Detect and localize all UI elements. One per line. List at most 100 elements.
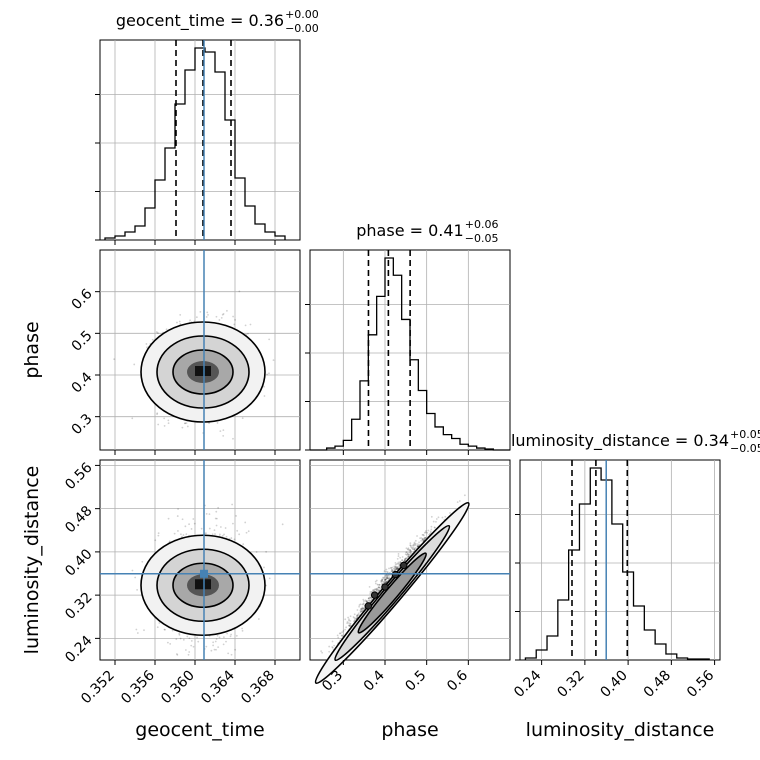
scatter-point xyxy=(113,358,116,361)
scatter-point xyxy=(361,608,364,610)
scatter-point xyxy=(407,553,410,556)
scatter-point xyxy=(196,636,198,639)
scatter-point xyxy=(141,560,144,563)
density-peak-block xyxy=(195,366,211,376)
scatter-point xyxy=(406,556,409,559)
scatter-point xyxy=(353,616,356,619)
scatter-point xyxy=(221,534,224,537)
panel-frame xyxy=(99,39,301,241)
scatter-point xyxy=(349,625,352,627)
scatter-point xyxy=(157,332,159,334)
scatter-point xyxy=(263,385,265,388)
scatter-point xyxy=(184,649,187,651)
scatter-point xyxy=(143,629,145,632)
y-tick-label: 0.5 xyxy=(69,328,96,355)
scatter-point xyxy=(378,583,381,586)
scatter-point xyxy=(223,533,225,536)
scatter-point xyxy=(409,552,412,555)
scatter-point xyxy=(424,530,427,532)
scatter-point xyxy=(376,589,378,592)
scatter-point xyxy=(176,515,179,517)
scatter-point xyxy=(391,566,394,569)
scatter-point xyxy=(352,616,355,618)
scatter-point xyxy=(414,546,417,549)
scatter-point xyxy=(421,538,424,541)
scatter-point xyxy=(423,538,426,540)
scatter-point xyxy=(404,559,407,561)
scatter-point xyxy=(166,641,169,644)
scatter-point xyxy=(374,582,377,585)
scatter-point xyxy=(404,553,407,556)
scatter-point xyxy=(225,309,228,312)
x-tick-label: 0.24 xyxy=(511,667,544,700)
scatter-point xyxy=(410,551,412,553)
title-lower-error: −0.00 xyxy=(285,22,319,35)
scatter-point xyxy=(423,537,426,539)
scatter-point xyxy=(368,585,371,588)
scatter-point xyxy=(182,534,185,536)
x-tick-label: 0.4 xyxy=(361,667,388,694)
scatter-point xyxy=(424,536,427,539)
x-tick-label: 0.364 xyxy=(198,667,238,707)
scatter-point xyxy=(408,549,411,552)
scatter-point xyxy=(413,548,416,551)
scatter-point xyxy=(179,637,182,640)
y-tick-label: 0.40 xyxy=(62,546,95,579)
scatter-point xyxy=(131,569,134,572)
scatter-point xyxy=(338,632,341,635)
scatter-point xyxy=(164,628,166,631)
scatter-point xyxy=(358,613,360,616)
scatter-point xyxy=(363,600,365,602)
truth-marker xyxy=(200,569,208,578)
scatter-point xyxy=(241,417,244,420)
scatter-point xyxy=(231,503,234,506)
scatter-point xyxy=(435,520,437,523)
scatter-point xyxy=(396,566,399,569)
scatter-point xyxy=(362,607,364,610)
scatter-point xyxy=(398,565,400,567)
scatter-point xyxy=(408,554,411,556)
density-peak-marker xyxy=(391,570,400,579)
scatter-point xyxy=(340,634,343,637)
scatter-point xyxy=(395,568,398,570)
scatter-point xyxy=(387,577,390,580)
scatter-point xyxy=(233,323,236,326)
scatter-point xyxy=(405,551,408,554)
scatter-point xyxy=(215,315,218,318)
scatter-point xyxy=(244,324,247,327)
scatter-point xyxy=(385,580,388,583)
scatter-point xyxy=(386,577,389,580)
scatter-point xyxy=(222,434,225,437)
scatter-point xyxy=(430,515,433,518)
scatter-point xyxy=(396,566,399,569)
scatter-point xyxy=(374,580,377,583)
scatter-point xyxy=(208,422,210,425)
scatter-point xyxy=(173,532,176,535)
scatter-point xyxy=(175,653,178,655)
scatter-point xyxy=(411,544,414,547)
scatter-point xyxy=(368,596,371,599)
scatter-point xyxy=(356,614,359,617)
scatter-point xyxy=(413,544,415,547)
scatter-point xyxy=(215,510,218,513)
panel-geocent_time-phase: 0.3 0.4 0.5 0.6 xyxy=(69,249,301,455)
x-tick-label: 0.356 xyxy=(118,667,158,707)
scatter-point xyxy=(346,622,349,625)
scatter-point xyxy=(136,588,138,591)
scatter-point xyxy=(369,591,372,593)
scatter-point xyxy=(399,560,402,563)
scatter-point xyxy=(394,568,397,571)
scatter-point xyxy=(236,529,239,532)
scatter-point xyxy=(234,648,237,651)
scatter-point xyxy=(281,523,284,526)
scatter-point xyxy=(179,322,182,325)
scatter-point xyxy=(407,548,410,551)
scatter-point xyxy=(422,539,424,542)
scatter-point xyxy=(230,633,232,636)
scatter-point xyxy=(383,579,386,581)
scatter-point xyxy=(156,626,159,629)
scatter-point xyxy=(185,422,188,425)
scatter-point xyxy=(401,556,404,558)
scatter-point xyxy=(348,624,350,627)
panel-luminosity_distance-luminosity_distance: luminosity_distance = 0.34+0.05−0.05 0.24… xyxy=(511,428,760,701)
